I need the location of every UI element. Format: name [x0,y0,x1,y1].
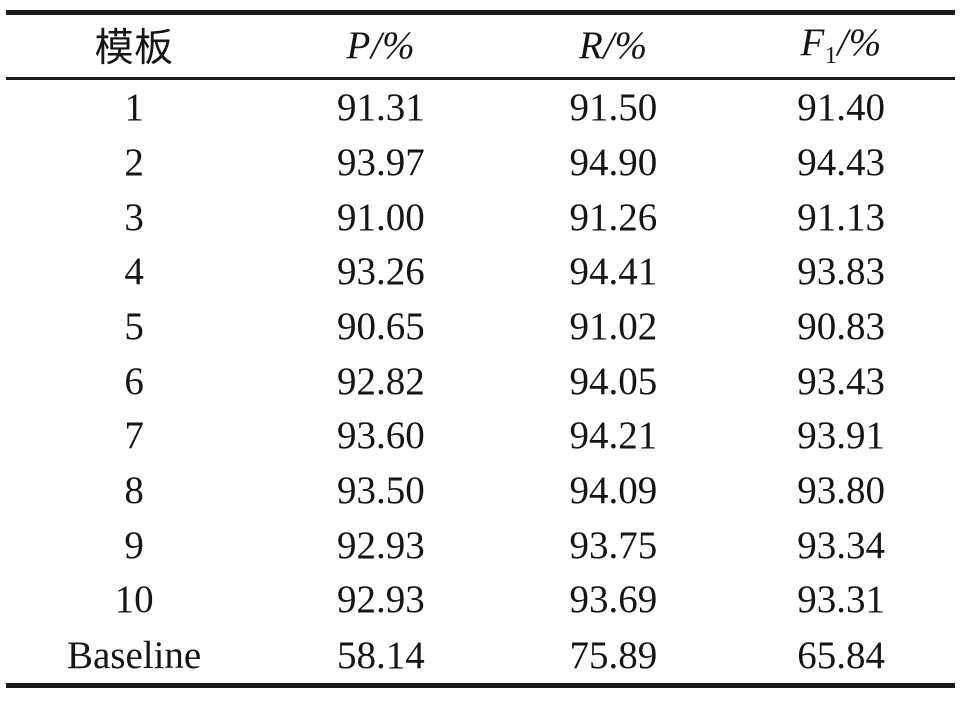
template-cell: 5 [124,305,144,349]
table-header-row: 模板 P/% R/% F1/% [6,12,955,80]
f1-cell: 93.91 [797,414,885,458]
table-row: 1 91.31 91.50 91.40 [6,79,955,136]
f1-cell: 93.31 [797,578,885,622]
table-body: 1 91.31 91.50 91.40 2 93.97 94.90 94.43 … [6,79,955,686]
precision-cell: 58.14 [336,633,425,677]
recall-cell: 94.41 [569,250,658,294]
table-row: 2 93.97 94.90 94.43 [6,135,955,190]
f1-variable-label: F [800,21,825,64]
recall-cell: 94.90 [569,141,658,185]
template-cell: 10 [114,578,154,622]
recall-cell: 94.05 [569,359,658,403]
recall-cell: 91.02 [569,305,658,349]
template-cell: 1 [124,86,144,130]
results-table: 模板 P/% R/% F1/% 1 91.31 91.50 91.40 2 93… [6,10,955,688]
precision-cell: 92.93 [336,523,425,567]
f1-cell: 93.43 [797,359,885,403]
precision-cell: 92.82 [336,359,425,403]
f1-cell: 91.13 [797,195,885,239]
template-cell: 9 [124,523,144,567]
table-row: 9 92.93 93.75 93.34 [6,518,955,573]
column-header-template: 模板 [6,12,263,80]
precision-cell: 91.00 [336,195,425,239]
precision-variable-label: P [346,23,371,67]
precision-cell: 92.93 [336,578,425,622]
recall-cell: 93.75 [569,523,658,567]
precision-cell: 93.26 [336,250,425,294]
f1-cell: 91.40 [797,86,885,130]
template-cell: Baseline [66,633,202,677]
template-cell: 8 [124,469,144,513]
f1-cell: 94.43 [797,141,885,185]
template-cell: 4 [124,250,144,294]
table-row: 3 91.00 91.26 91.13 [6,190,955,245]
f1-cell: 90.83 [797,305,885,349]
template-cell: 7 [124,414,144,458]
recall-cell: 94.21 [569,414,658,458]
recall-cell: 93.69 [569,578,658,622]
precision-cell: 91.31 [336,86,425,130]
column-header-recall: R/% [499,12,728,80]
table-row: 8 93.50 94.09 93.80 [6,463,955,518]
precision-cell: 93.97 [336,141,425,185]
table-row: 5 90.65 91.02 90.83 [6,299,955,354]
f1-cell: 93.34 [797,523,885,567]
table-row: 10 92.93 93.69 93.31 [6,573,955,628]
column-header-precision: P/% [262,12,500,80]
precision-cell: 93.60 [336,414,425,458]
table-row: Baseline 58.14 75.89 65.84 [6,627,955,685]
recall-variable-label: R [579,23,604,67]
f1-cell: 65.84 [797,633,885,677]
precision-cell: 90.65 [336,305,425,349]
f1-cell: 93.83 [797,250,885,294]
recall-cell: 75.89 [569,633,658,677]
table-row: 7 93.60 94.21 93.91 [6,409,955,464]
recall-cell: 91.50 [569,86,658,130]
f1-subscript-label: 1 [824,43,838,69]
template-cell: 3 [124,195,144,239]
f1-cell: 93.80 [797,469,885,513]
f1-unit-label: /% [837,21,882,64]
column-header-f1: F1/% [727,12,955,80]
table-row: 6 92.82 94.05 93.43 [6,354,955,409]
recall-unit-label: /% [603,23,648,67]
table-row: 4 93.26 94.41 93.83 [6,245,955,300]
results-table-container: 模板 P/% R/% F1/% 1 91.31 91.50 91.40 2 93… [6,10,955,688]
column-header-template-label: 模板 [94,27,174,70]
template-cell: 2 [124,141,144,185]
recall-cell: 94.09 [569,469,658,513]
template-cell: 6 [124,359,144,403]
precision-cell: 93.50 [336,469,425,513]
precision-unit-label: /% [370,23,416,67]
recall-cell: 91.26 [569,195,658,239]
